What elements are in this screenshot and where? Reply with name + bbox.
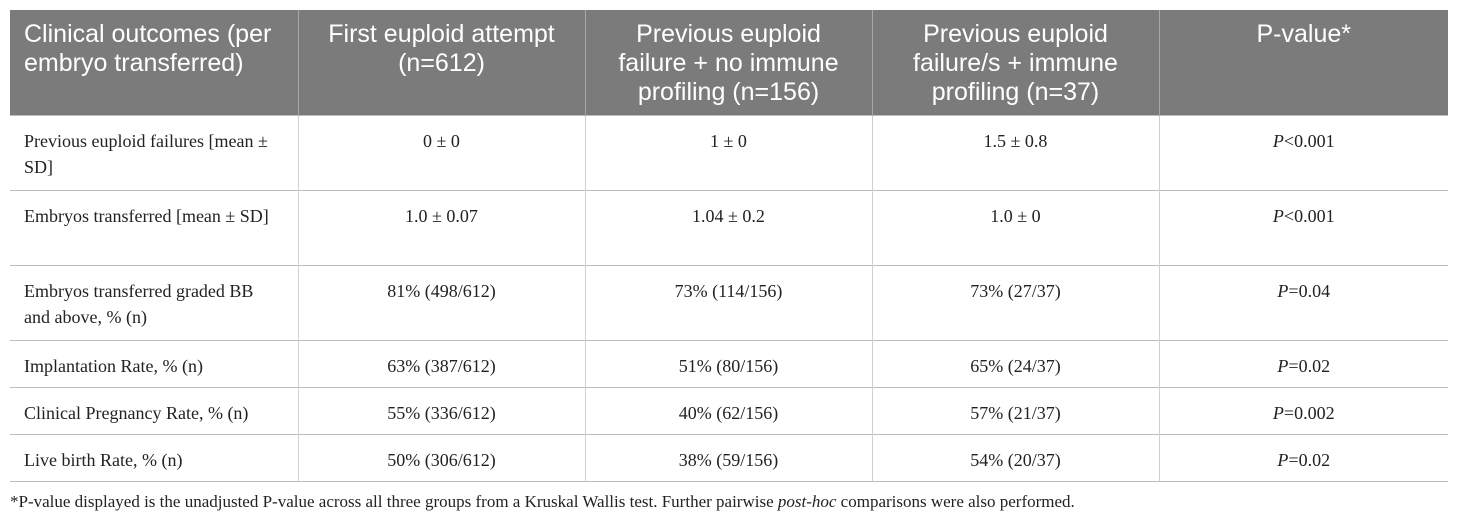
footnote-text-start: *P-value displayed is the unadjusted P-v…: [10, 492, 778, 511]
immune-value: 57% (21/37): [872, 387, 1160, 435]
p-value-number: <0.001: [1283, 206, 1335, 226]
p-value-cell: P=0.02: [1159, 434, 1448, 482]
row-label: Embryos transferred graded BB and above,…: [10, 265, 299, 341]
p-value-number: =0.04: [1288, 281, 1331, 301]
no-immune-value: 1.04 ± 0.2: [585, 190, 873, 266]
p-value-letter: P: [1272, 403, 1284, 423]
header-previous-failure-immune: Previous euploid failure/s + immune prof…: [872, 10, 1160, 116]
no-immune-value: 40% (62/156): [585, 387, 873, 435]
table-row: Embryos transferred [mean ± SD] 1.0 ± 0.…: [10, 190, 1448, 266]
p-value-cell: P=0.02: [1159, 340, 1448, 388]
p-value-cell: P=0.002: [1159, 387, 1448, 435]
immune-value: 1.0 ± 0: [872, 190, 1160, 266]
table-row: Previous euploid failures [mean ± SD] 0 …: [10, 115, 1448, 191]
table-footnote: *P-value displayed is the unadjusted P-v…: [10, 492, 1075, 512]
p-value-letter: P: [1272, 206, 1284, 226]
no-immune-value: 51% (80/156): [585, 340, 873, 388]
header-previous-failure-no-immune: Previous euploid failure + no immune pro…: [585, 10, 873, 116]
p-value-letter: P: [1277, 281, 1289, 301]
no-immune-value: 73% (114/156): [585, 265, 873, 341]
p-value-number: =0.002: [1283, 403, 1335, 423]
table-header-row: Clinical outcomes (per embryo transferre…: [10, 10, 1448, 116]
table-row: Clinical Pregnancy Rate, % (n) 55% (336/…: [10, 387, 1448, 435]
row-label: Implantation Rate, % (n): [10, 340, 299, 388]
p-value-cell: P<0.001: [1159, 190, 1448, 266]
p-value-letter: P: [1277, 356, 1289, 376]
header-first-euploid-attempt: First euploid attempt (n=612): [298, 10, 586, 116]
table-row: Embryos transferred graded BB and above,…: [10, 265, 1448, 341]
p-value-letter: P: [1272, 131, 1284, 151]
first-attempt-value: 1.0 ± 0.07: [298, 190, 586, 266]
p-value-cell: P=0.04: [1159, 265, 1448, 341]
header-clinical-outcomes: Clinical outcomes (per embryo transferre…: [10, 10, 299, 116]
p-value-number: =0.02: [1288, 356, 1331, 376]
first-attempt-value: 50% (306/612): [298, 434, 586, 482]
no-immune-value: 38% (59/156): [585, 434, 873, 482]
first-attempt-value: 81% (498/612): [298, 265, 586, 341]
row-label: Previous euploid failures [mean ± SD]: [10, 115, 299, 191]
p-value-number: <0.001: [1283, 131, 1335, 151]
p-value-number: =0.02: [1288, 450, 1331, 470]
table-row: Live birth Rate, % (n) 50% (306/612) 38%…: [10, 434, 1448, 482]
immune-value: 1.5 ± 0.8: [872, 115, 1160, 191]
clinical-outcomes-table: Clinical outcomes (per embryo transferre…: [10, 10, 1448, 482]
row-label: Embryos transferred [mean ± SD]: [10, 190, 299, 266]
footnote-text-end: comparisons were also performed.: [836, 492, 1075, 511]
header-p-value: P-value*: [1159, 10, 1448, 116]
first-attempt-value: 63% (387/612): [298, 340, 586, 388]
row-label: Clinical Pregnancy Rate, % (n): [10, 387, 299, 435]
immune-value: 65% (24/37): [872, 340, 1160, 388]
first-attempt-value: 0 ± 0: [298, 115, 586, 191]
row-label: Live birth Rate, % (n): [10, 434, 299, 482]
p-value-letter: P: [1277, 450, 1289, 470]
no-immune-value: 1 ± 0: [585, 115, 873, 191]
table-row: Implantation Rate, % (n) 63% (387/612) 5…: [10, 340, 1448, 388]
immune-value: 73% (27/37): [872, 265, 1160, 341]
outcomes-table-container: Clinical outcomes (per embryo transferre…: [10, 10, 1448, 482]
first-attempt-value: 55% (336/612): [298, 387, 586, 435]
footnote-italic-term: post-hoc: [777, 492, 837, 511]
immune-value: 54% (20/37): [872, 434, 1160, 482]
p-value-cell: P<0.001: [1159, 115, 1448, 191]
